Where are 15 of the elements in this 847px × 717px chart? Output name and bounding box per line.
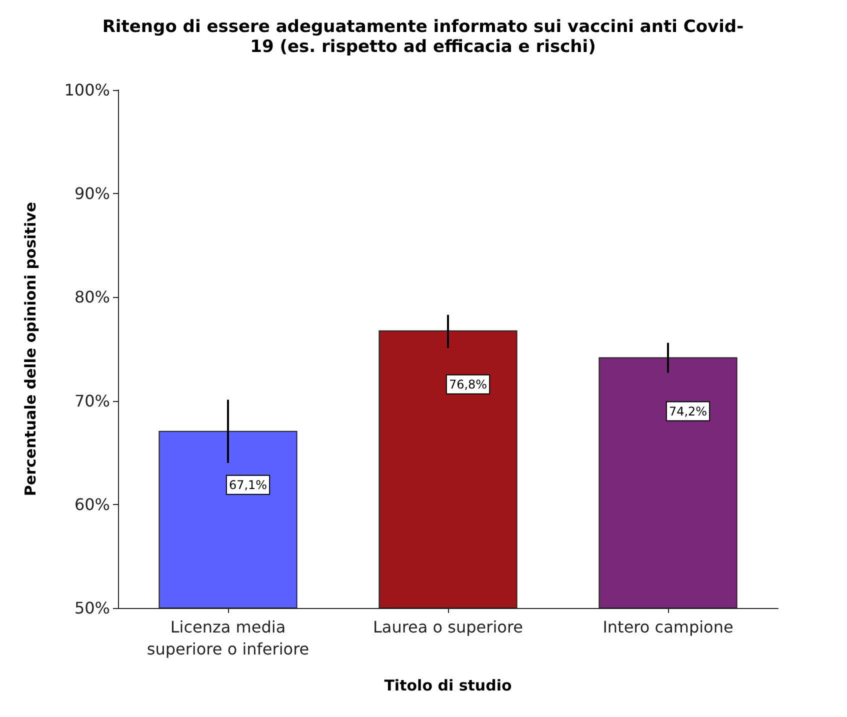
y-tick-label: 100% — [64, 80, 110, 100]
x-axis-title: Titolo di studio — [384, 676, 512, 694]
x-tick-label: Laurea o superiore — [372, 618, 524, 636]
data-label: 76,8% — [448, 377, 488, 392]
y-tick-label: 90% — [74, 184, 110, 204]
data-label: 67,1% — [228, 478, 268, 492]
chart-title: Ritengo di essere adeguatamente informato sui vaccini anti Covid- 19 (es. rispetto ad efficacia e rischi) — [102, 17, 744, 57]
data-label: 74,2% — [668, 404, 708, 418]
x-tick-label: Licenza media superiore o inferiore — [146, 618, 310, 658]
y-axis-title: Percentuale delle opinioni positive — [22, 202, 40, 496]
y-tick-label: 80% — [74, 288, 110, 307]
y-tick-label: 60% — [74, 494, 110, 514]
y-tick-label: 50% — [74, 598, 110, 618]
y-tick-label: 70% — [74, 391, 110, 410]
x-tick-label: Intero campione — [602, 618, 734, 636]
